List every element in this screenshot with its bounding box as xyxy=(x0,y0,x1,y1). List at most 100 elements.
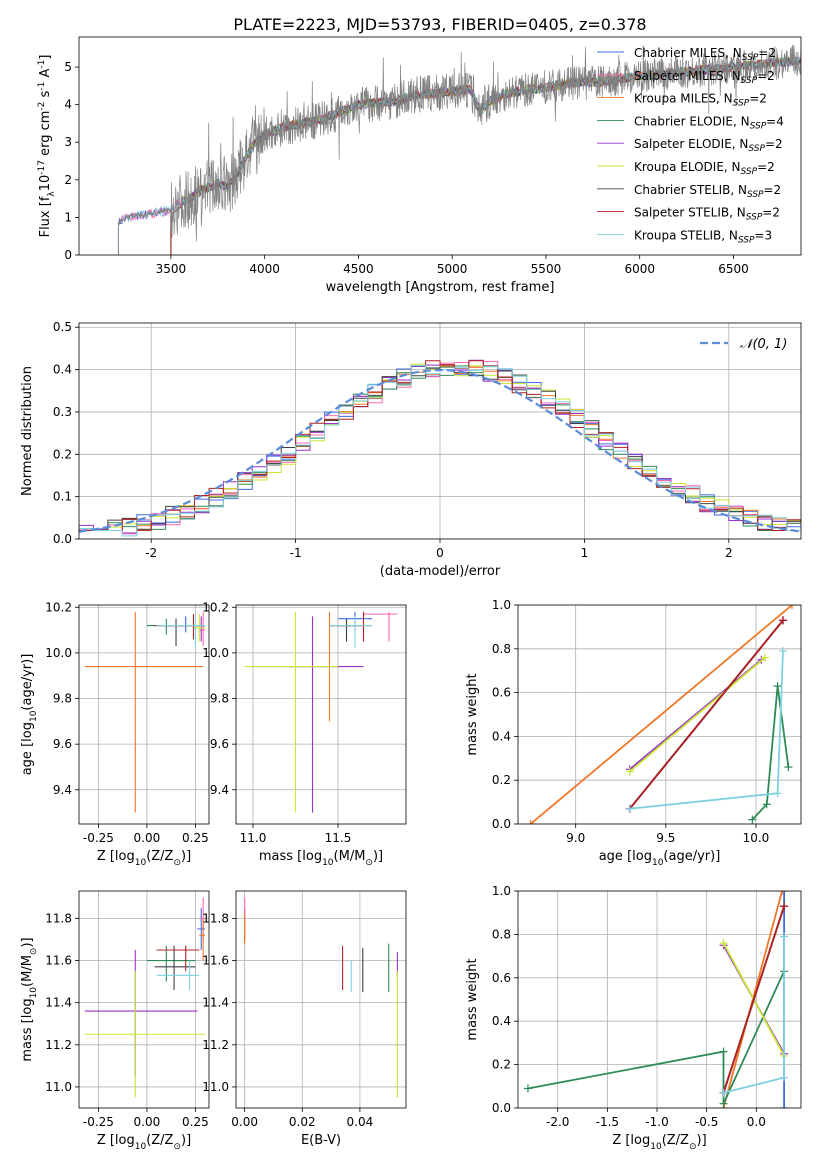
legend-text: Salpeter MILES, N xyxy=(634,69,741,83)
y-tick-label: 11.2 xyxy=(202,1038,229,1052)
observed-spectrum xyxy=(118,44,801,255)
legend-sub: SSP xyxy=(748,144,765,154)
label-part: 10 xyxy=(29,987,39,999)
x-tick-label: 1 xyxy=(581,546,589,560)
y-axis-label: Normed distribution xyxy=(20,366,35,496)
label-part: 10 xyxy=(650,1142,662,1152)
y-tick-label: 0.2 xyxy=(492,773,511,787)
y-tick-label: 3 xyxy=(64,135,72,149)
label-part: (Z/Z xyxy=(662,1133,689,1148)
legend-label-7: Salpeter STELIB, NSSP=2 xyxy=(634,206,780,223)
plot-area-mass-vs-Z xyxy=(79,891,209,1108)
label-part: (age/yr)] xyxy=(20,654,35,711)
x-tick-label: 5000 xyxy=(437,262,468,276)
legend-text: Chabrier STELIB, N xyxy=(634,183,747,197)
axes-frame xyxy=(517,604,802,825)
y-tick-label: 1 xyxy=(64,210,72,224)
plot-area-residuals xyxy=(79,323,801,539)
legend-text: Salpeter STELIB, N xyxy=(634,206,746,220)
label-part: 10 xyxy=(322,858,334,868)
legend-label-gaussian: 𝒩(0, 1) xyxy=(740,337,787,352)
label-part: Normed distribution xyxy=(20,366,35,496)
x-axis-label: age [log10(age/yr)] xyxy=(599,849,721,868)
y-axis-label: mass weight xyxy=(465,673,480,755)
label-part: )] xyxy=(181,849,191,864)
panel-weight-vs-Z: -2.0 -1.5 -1.0 -0.5 0.0 0.0 0.2 0.4 0.6 0.8 1.0 Z [… xyxy=(465,884,802,1152)
x-tick-label: -2.0 xyxy=(546,1115,569,1129)
legend-text: Chabrier ELODIE, N xyxy=(634,114,750,128)
panel-mass-vs-EBV: 0.00 0.02 0.04 11.0 11.2 11.4 11.6 11.8 E(B-V) xyxy=(202,890,407,1148)
x-axis-label: wavelength [Angstrom, rest frame] xyxy=(326,280,555,295)
label-part: -1 xyxy=(37,82,47,91)
x-tick-label: 4000 xyxy=(249,262,280,276)
legend-tail: =3 xyxy=(754,228,772,242)
x-tick-label: 0.00 xyxy=(134,1115,161,1129)
x-tick-label: 9.0 xyxy=(566,831,585,845)
legend-label-5: Kroupa ELODIE, NSSP=2 xyxy=(634,160,775,177)
label-part: erg cm xyxy=(38,111,53,160)
y-tick-label: 10.0 xyxy=(45,646,72,660)
plot-layer: 3500 4000 4500 5000 5500 6000 6500 0 1 2 3 4 5 wavele… xyxy=(20,36,802,1152)
y-tick-label: 11.6 xyxy=(45,954,72,968)
x-tick-label: 5500 xyxy=(531,262,562,276)
label-part: )] xyxy=(373,849,383,864)
label-part: ⊙ xyxy=(365,858,373,868)
legend-text: Kroupa STELIB, N xyxy=(634,228,738,242)
y-tick-label: 11.8 xyxy=(45,911,72,925)
axes-frame xyxy=(235,890,407,1109)
model-line-2 xyxy=(170,56,801,255)
y-tick-label: 11.2 xyxy=(45,1038,72,1052)
legend-sub: SSP xyxy=(750,121,767,131)
x-tick-label: 0.25 xyxy=(182,1115,209,1129)
y-axis-label: age [log10(age/yr)] xyxy=(20,654,39,776)
legend-tail: =2 xyxy=(758,46,776,60)
panel-age-vs-mass: 11.0 11.5 9.4 9.6 9.8 10.0 10.2 mass [log10(M/M… xyxy=(202,600,407,868)
y-tick-label: 0.0 xyxy=(53,532,72,546)
label-part: (data-model)/error xyxy=(380,564,501,579)
y-tick-label: 0.3 xyxy=(53,405,72,419)
x-axis-label: Z [log10(Z/Z⊙)] xyxy=(97,849,191,868)
label-part: 10 xyxy=(38,175,53,192)
y-tick-label: 1.0 xyxy=(492,598,511,612)
plot-area-weight-vs-Z xyxy=(518,891,801,1108)
model-line-7 xyxy=(170,56,801,255)
x-tick-label: 11.0 xyxy=(240,831,267,845)
y-tick-label: 9.8 xyxy=(210,692,229,706)
y-tick-label: 0.8 xyxy=(492,642,511,656)
panel-spectrum: 3500 4000 4500 5000 5500 6000 6500 0 1 2 3 4 5 wavele… xyxy=(37,36,802,295)
label-part: ] xyxy=(38,55,53,60)
label-part: mass [log xyxy=(259,849,322,864)
y-tick-label: 0.4 xyxy=(53,363,72,377)
x-tick-label: -0.5 xyxy=(695,1115,718,1129)
x-tick-label: 0 xyxy=(436,546,444,560)
y-axis-label: Flux [fλ10-17 erg cm-2 s-1 A-1] xyxy=(37,55,57,238)
axes-frame xyxy=(517,890,802,1109)
x-tick-label: 0.04 xyxy=(347,1115,374,1129)
label-part: 10 xyxy=(135,858,147,868)
x-tick-label: -0.25 xyxy=(83,831,114,845)
legend-tail: =4 xyxy=(766,114,784,128)
x-axis-label: (data-model)/error xyxy=(380,564,501,579)
label-part: )] xyxy=(181,1133,191,1148)
legend-label-0: Chabrier MILES, NSSP=2 xyxy=(634,46,776,63)
label-part: ⊙ xyxy=(173,1142,181,1152)
label-part: ⊙ xyxy=(173,858,181,868)
model-line-5 xyxy=(170,57,801,255)
label-part: -17 xyxy=(37,160,47,175)
legend-label-2: Kroupa MILES, NSSP=2 xyxy=(634,92,767,109)
y-tick-label: 9.4 xyxy=(210,783,229,797)
x-tick-label: 6500 xyxy=(718,262,749,276)
label-part: ⊙ xyxy=(689,1142,697,1152)
y-tick-label: 0.8 xyxy=(492,927,511,941)
legend-tail: =2 xyxy=(749,92,767,106)
label-part: ⊙ xyxy=(29,948,39,956)
panel-weight-vs-age: 9.0 9.5 10.0 0.0 0.2 0.4 0.6 0.8 1.0 age [log10(a… xyxy=(465,598,802,868)
panel-residuals: -2 -1 0 1 2 0.0 0.1 0.2 0.3 0.4 0.5 (data-model)/er… xyxy=(20,320,802,579)
weight-line-7 xyxy=(722,905,785,1094)
axes-frame xyxy=(78,322,802,540)
x-axis-label: E(B-V) xyxy=(301,1133,341,1148)
y-tick-label: 11.0 xyxy=(202,1080,229,1094)
plot-area-weight-vs-age xyxy=(518,605,801,824)
